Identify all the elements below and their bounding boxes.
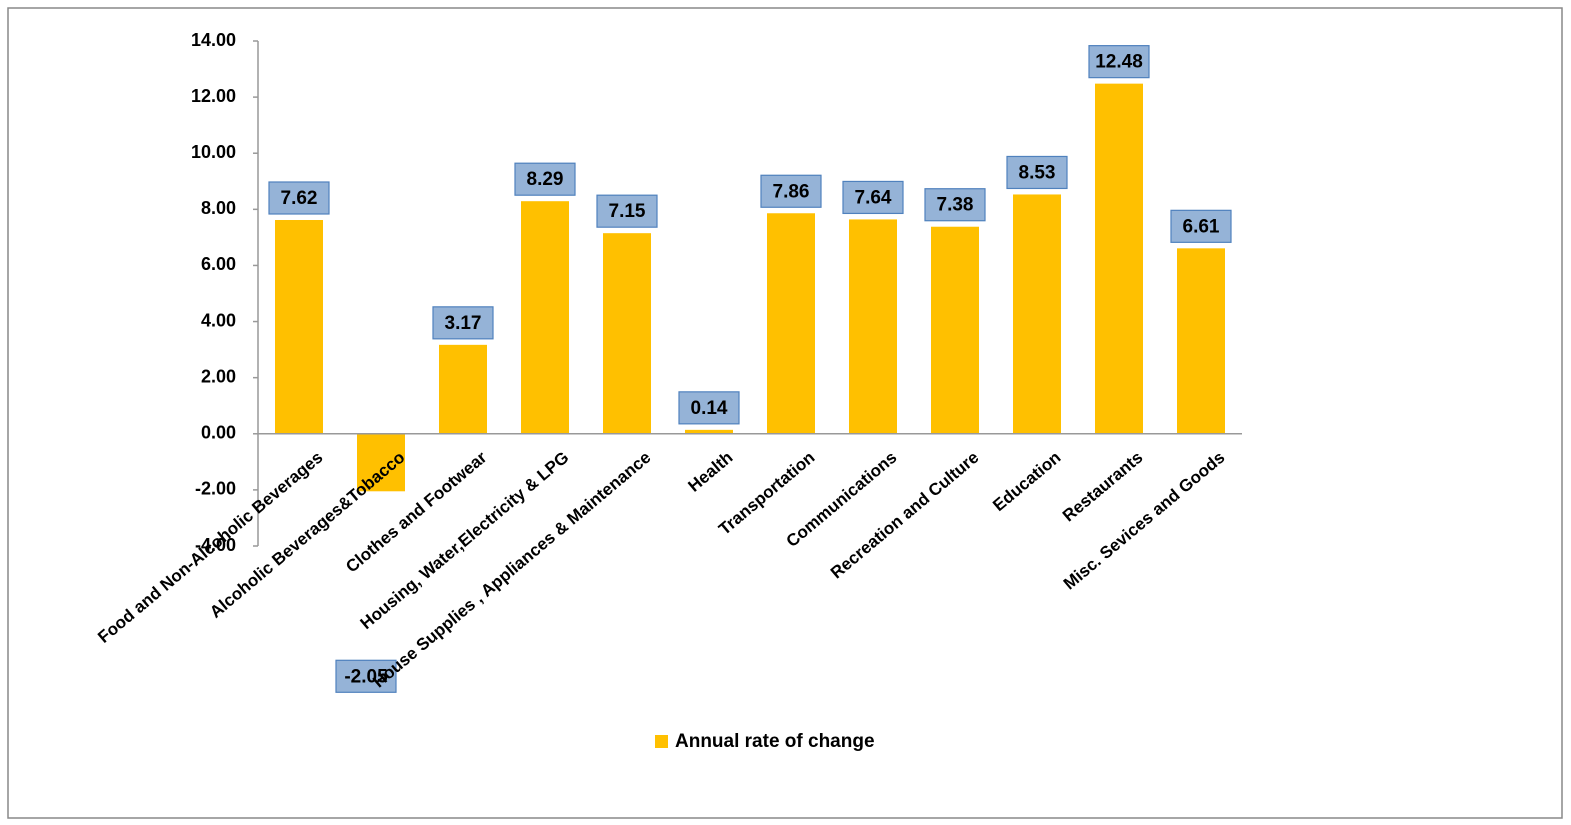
legend-label: Annual rate of change: [675, 731, 875, 752]
data-label: 12.48: [1095, 52, 1143, 73]
y-tick-label: -2.00: [195, 479, 236, 499]
data-label-box: [924, 188, 986, 222]
data-label: 0.14: [691, 398, 728, 419]
data-label: 7.38: [937, 195, 974, 216]
y-tick-label: 6.00: [201, 254, 236, 274]
legend-swatch: [655, 735, 668, 748]
data-label-box: [678, 391, 740, 425]
bar: [849, 219, 897, 434]
data-label-box: [1170, 209, 1232, 243]
data-label-box: [842, 180, 904, 215]
data-label: 7.86: [773, 181, 810, 202]
data-label-box: [514, 162, 576, 196]
data-label: 3.17: [445, 313, 482, 334]
data-label: 6.61: [1183, 216, 1220, 237]
data-label: 7.64: [855, 187, 892, 208]
data-label: 8.53: [1019, 162, 1056, 183]
data-label: -2.05: [344, 666, 388, 687]
data-label-box: [760, 174, 822, 208]
bar: [521, 201, 569, 434]
data-label: 7.62: [281, 188, 318, 209]
data-label-box: [268, 181, 330, 215]
bar: [767, 213, 815, 434]
data-label-box: [335, 659, 397, 693]
y-tick-label: 4.00: [201, 310, 236, 330]
y-tick-label: 2.00: [201, 366, 236, 386]
y-tick-label: 12.00: [191, 86, 236, 106]
bar: [1013, 194, 1061, 434]
bar: [931, 226, 979, 434]
y-tick-label: -4.00: [195, 535, 236, 555]
bar: [357, 433, 405, 492]
bar: [275, 219, 323, 434]
data-label-box: [1006, 155, 1068, 190]
y-tick-label: 14.00: [191, 30, 236, 50]
bar: [439, 344, 487, 434]
data-label: 7.15: [609, 201, 646, 222]
y-tick-label: 10.00: [191, 142, 236, 162]
bar: [685, 429, 733, 434]
bar: [1177, 248, 1225, 434]
data-label-box: [596, 194, 658, 228]
data-label: 8.29: [527, 169, 564, 190]
data-label-box: [432, 306, 494, 340]
bar: [603, 233, 651, 434]
data-label-box: [1088, 45, 1150, 79]
y-tick-label: 8.00: [201, 198, 236, 218]
bar: [1095, 83, 1143, 434]
y-tick-label: 0.00: [201, 423, 236, 443]
